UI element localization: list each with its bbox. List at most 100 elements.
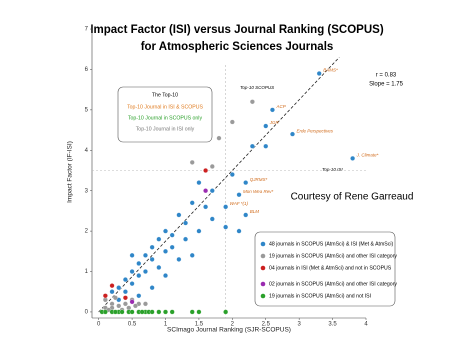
legend-entry: 48 journals in SCOPUS (AtmSci) & ISI (Me… <box>269 241 394 247</box>
point <box>109 283 115 289</box>
point <box>263 123 269 129</box>
point <box>163 309 168 315</box>
point <box>229 119 235 125</box>
point <box>183 220 189 226</box>
point-label: Erde Perspectives <box>296 128 333 133</box>
legend-marker <box>260 265 266 271</box>
annotation: Top-10 SCOPUS <box>240 85 274 90</box>
legend-marker <box>260 281 266 287</box>
point-label: ACP <box>275 104 285 109</box>
point <box>143 269 148 274</box>
point <box>149 309 155 315</box>
point <box>223 309 229 315</box>
legend-marker <box>260 253 266 259</box>
point <box>236 228 242 234</box>
point <box>350 155 356 161</box>
stat-slope: Slope = 1.75 <box>369 82 404 88</box>
point <box>149 244 155 250</box>
chart-title: Impact Factor (ISI) versus Journal Ranki… <box>90 24 383 36</box>
point <box>316 71 322 76</box>
point <box>129 299 135 305</box>
point <box>116 285 122 291</box>
fit-line <box>98 57 340 313</box>
point <box>102 309 108 315</box>
point <box>122 289 128 295</box>
x-tick-label: 3 <box>297 322 301 328</box>
y-tick-label: 4 <box>85 148 89 154</box>
point <box>143 301 148 307</box>
point <box>122 295 128 301</box>
credit: Courtesy of Rene Garreaud <box>291 192 414 203</box>
legend-marker <box>260 293 266 299</box>
x-tick-label: 2 <box>231 322 235 328</box>
y-tick-label: 6 <box>85 67 89 73</box>
point <box>163 228 168 234</box>
point <box>223 224 229 230</box>
point <box>156 309 162 315</box>
point-label: QJRMS* <box>250 177 268 182</box>
point <box>249 143 255 149</box>
point <box>203 204 209 210</box>
point <box>216 135 222 141</box>
point <box>169 232 175 238</box>
point <box>189 159 195 165</box>
point <box>263 143 269 149</box>
x-tick-label: 0.5 <box>128 322 137 328</box>
point <box>163 248 168 254</box>
point <box>196 228 202 234</box>
point-label: J. Climate* <box>356 153 379 158</box>
point <box>132 303 138 309</box>
point <box>156 236 162 242</box>
point <box>112 309 118 315</box>
y-axis-label: Impact Factor (IF-ISI) <box>67 141 74 203</box>
point <box>209 216 215 222</box>
top10-legend-title: The Top-10 <box>152 92 178 98</box>
x-tick-label: 0 <box>97 322 101 328</box>
point <box>149 285 155 291</box>
point <box>196 180 202 186</box>
y-tick-label: 2 <box>85 229 89 235</box>
point <box>129 281 135 287</box>
legend-entry: 02 journals in SCOPUS (AtmSci) and other… <box>269 281 397 287</box>
point <box>122 301 128 307</box>
point <box>156 265 162 270</box>
y-tick-label: 3 <box>85 188 89 194</box>
point <box>129 309 135 315</box>
top10-legend-entry: Top-10 Journal in ISI & SCOPUS <box>127 104 203 110</box>
point <box>102 293 108 299</box>
x-tick-label: 3.5 <box>328 322 337 328</box>
point <box>229 172 235 177</box>
point <box>122 277 128 283</box>
point <box>129 252 135 258</box>
point <box>203 188 209 194</box>
point <box>189 309 195 315</box>
point <box>209 188 215 194</box>
x-tick-label: 4 <box>364 322 368 328</box>
legend-entry: 19 journals in SCOPUS (AtmSci) and not I… <box>269 293 371 299</box>
top10-legend-box <box>117 86 213 143</box>
y-tick-label: 0 <box>85 310 89 316</box>
point <box>196 309 202 315</box>
point <box>209 163 215 169</box>
x-tick-label: 1.5 <box>195 322 204 328</box>
point-label: JGR <box>269 120 280 125</box>
point <box>183 236 189 242</box>
point <box>176 212 182 218</box>
point <box>176 256 182 262</box>
point <box>139 309 145 315</box>
point <box>243 180 249 186</box>
point <box>189 200 195 206</box>
y-tick-label: 1 <box>85 269 89 275</box>
top10-legend-entry: Top-10 Journal in SCOPUS only <box>128 115 203 121</box>
point-label: WAF *(1) <box>230 201 249 206</box>
point-label: BLM <box>250 209 260 214</box>
point <box>269 107 275 113</box>
point <box>169 309 175 315</box>
legend-box <box>254 231 396 307</box>
point <box>143 252 148 258</box>
point <box>136 260 142 266</box>
y-tick-label: 7 <box>85 27 89 33</box>
legend-marker <box>260 241 266 247</box>
point <box>249 99 255 105</box>
x-axis-label: SCImago Journal Ranking (SJR-SCOPUS) <box>167 327 291 334</box>
